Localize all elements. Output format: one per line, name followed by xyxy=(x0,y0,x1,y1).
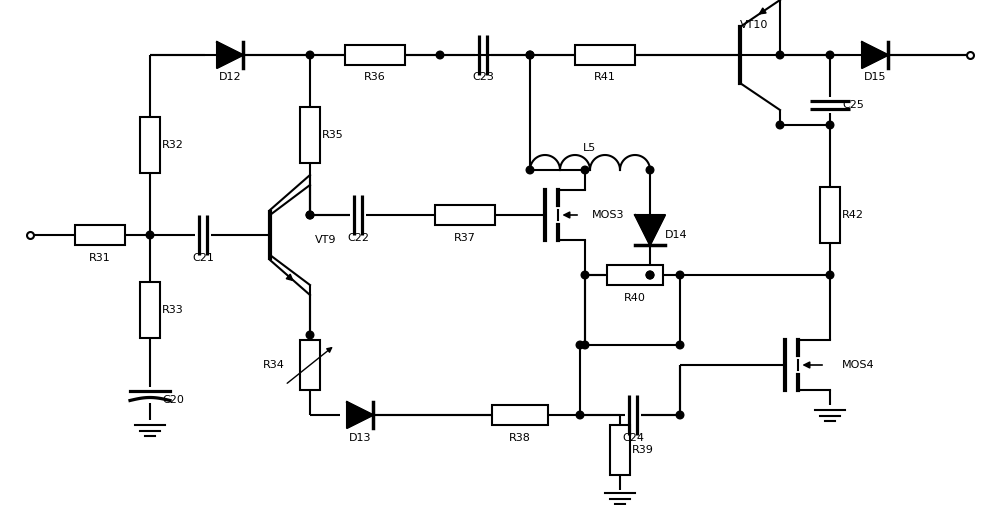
Text: R32: R32 xyxy=(162,140,184,150)
Circle shape xyxy=(646,271,654,279)
Text: R33: R33 xyxy=(162,305,184,315)
Circle shape xyxy=(676,341,684,349)
Circle shape xyxy=(776,121,784,129)
Bar xyxy=(345,45,405,65)
Bar xyxy=(820,187,840,243)
Polygon shape xyxy=(635,215,665,245)
Bar xyxy=(300,107,320,163)
Text: R41: R41 xyxy=(594,72,616,82)
Text: R31: R31 xyxy=(89,253,111,263)
Text: R38: R38 xyxy=(509,433,531,443)
Text: MOS4: MOS4 xyxy=(842,360,875,370)
Text: C24: C24 xyxy=(622,433,644,443)
Circle shape xyxy=(306,211,314,219)
Polygon shape xyxy=(217,42,243,68)
Text: C23: C23 xyxy=(472,72,494,82)
Bar xyxy=(435,205,495,225)
Circle shape xyxy=(676,271,684,279)
Circle shape xyxy=(576,411,584,419)
Text: VT10: VT10 xyxy=(740,20,768,30)
Circle shape xyxy=(826,51,834,59)
Text: R35: R35 xyxy=(322,130,344,140)
Text: D15: D15 xyxy=(864,72,886,82)
Circle shape xyxy=(526,51,534,59)
Circle shape xyxy=(676,411,684,419)
Text: R39: R39 xyxy=(632,445,654,455)
Circle shape xyxy=(306,211,314,219)
Text: D14: D14 xyxy=(665,230,688,240)
Circle shape xyxy=(576,341,584,349)
Text: R40: R40 xyxy=(624,293,646,303)
Circle shape xyxy=(826,271,834,279)
Circle shape xyxy=(146,231,154,239)
Text: VT9: VT9 xyxy=(315,235,336,245)
Text: C20: C20 xyxy=(162,395,184,405)
Circle shape xyxy=(581,271,589,279)
Text: R36: R36 xyxy=(364,72,386,82)
Text: C25: C25 xyxy=(842,100,864,110)
Text: R42: R42 xyxy=(842,210,864,220)
Bar xyxy=(492,405,548,425)
Circle shape xyxy=(526,166,534,174)
Circle shape xyxy=(776,51,784,59)
Circle shape xyxy=(526,51,534,59)
Polygon shape xyxy=(862,42,888,68)
Circle shape xyxy=(436,51,444,59)
Bar xyxy=(140,117,160,173)
Circle shape xyxy=(646,166,654,174)
Bar xyxy=(75,225,125,245)
Text: D12: D12 xyxy=(219,72,241,82)
Text: C22: C22 xyxy=(347,233,369,243)
Circle shape xyxy=(646,271,654,279)
Text: MOS3: MOS3 xyxy=(592,210,624,220)
Circle shape xyxy=(581,166,589,174)
Bar xyxy=(607,265,663,285)
Bar xyxy=(575,45,635,65)
Polygon shape xyxy=(347,402,373,428)
Text: R37: R37 xyxy=(454,233,476,243)
Circle shape xyxy=(306,331,314,339)
Circle shape xyxy=(826,121,834,129)
Circle shape xyxy=(581,341,589,349)
Bar xyxy=(610,425,630,475)
Text: L5: L5 xyxy=(583,143,597,153)
Circle shape xyxy=(306,51,314,59)
Text: C21: C21 xyxy=(192,253,214,263)
Bar xyxy=(300,340,320,390)
Bar xyxy=(140,282,160,338)
Text: R34: R34 xyxy=(263,360,285,370)
Text: D13: D13 xyxy=(349,433,371,443)
